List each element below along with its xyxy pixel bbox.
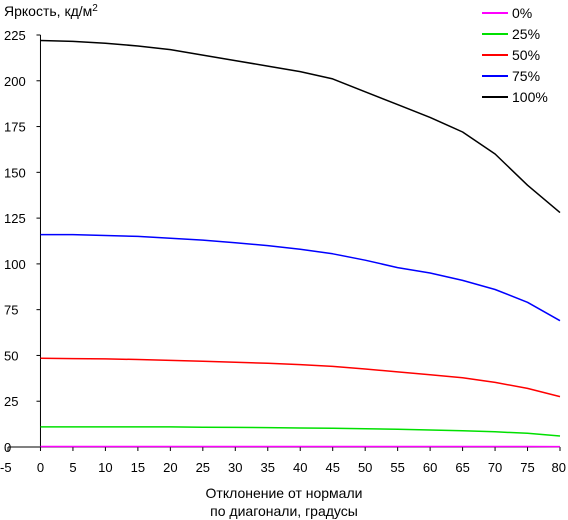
legend-label: 100% bbox=[512, 89, 548, 105]
x-tick-label: 35 bbox=[261, 460, 275, 475]
series-line-50-percent bbox=[40, 357, 561, 398]
series-line-100-percent bbox=[40, 39, 561, 214]
x-tick-label: 25 bbox=[196, 460, 210, 475]
x-tick-label: 80 bbox=[552, 460, 566, 475]
x-tick-label: 0 bbox=[37, 460, 44, 475]
y-axis: 0255075100125150175200225 bbox=[4, 28, 41, 455]
y-tick-label: 125 bbox=[4, 211, 26, 226]
y-tick-label: 175 bbox=[4, 120, 26, 135]
y-tick-label: 75 bbox=[4, 303, 18, 318]
x-tick-label: 70 bbox=[488, 460, 502, 475]
legend-label: 50% bbox=[512, 47, 540, 63]
series-line-75-percent bbox=[40, 233, 561, 322]
x-tick-label: 50 bbox=[358, 460, 372, 475]
x-tick-label: 60 bbox=[423, 460, 437, 475]
x-tick-label: 5 bbox=[69, 460, 76, 475]
x-tick-label: 40 bbox=[293, 460, 307, 475]
series-line-25-percent bbox=[40, 426, 561, 437]
y-tick-label: 200 bbox=[4, 74, 26, 89]
series-group bbox=[40, 39, 561, 448]
x-tick-label: 65 bbox=[455, 460, 469, 475]
legend-label: 25% bbox=[512, 26, 540, 42]
y-tick-label: 150 bbox=[4, 165, 26, 180]
x-tick-label: 55 bbox=[390, 460, 404, 475]
x-tick-label: 45 bbox=[325, 460, 339, 475]
y-tick-label: 100 bbox=[4, 257, 26, 272]
x-tick-label: 30 bbox=[228, 460, 242, 475]
y-axis-label: Яркость, кд/м2 bbox=[4, 3, 98, 19]
x-tick-label: 10 bbox=[98, 460, 112, 475]
legend-label: 75% bbox=[512, 68, 540, 84]
y-tick-label: 50 bbox=[4, 348, 18, 363]
x-tick-label: 75 bbox=[520, 460, 534, 475]
x-tick-label: 15 bbox=[131, 460, 145, 475]
x-tick-label: -5 bbox=[0, 460, 12, 475]
legend-label: 0% bbox=[512, 5, 532, 21]
legend: 0% 25% 50% 75% 100% bbox=[482, 5, 548, 105]
x-axis: -5 0 5 10 15 20 25 30 35 40 45 50 55 60 65 70 75 80 bbox=[0, 447, 566, 475]
x-axis-label-line2: по диагонали, градусы bbox=[210, 503, 358, 519]
x-tick-label: 20 bbox=[163, 460, 177, 475]
x-axis-label-line1: Отклонение от нормали bbox=[206, 485, 363, 501]
y-tick-label: 225 bbox=[4, 28, 26, 43]
y-tick-label: 25 bbox=[4, 394, 18, 409]
